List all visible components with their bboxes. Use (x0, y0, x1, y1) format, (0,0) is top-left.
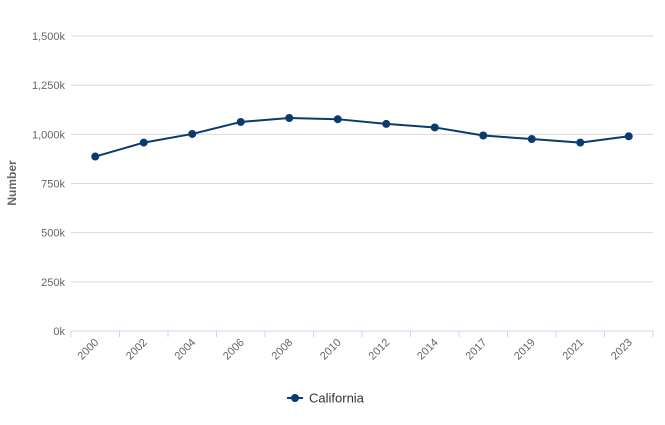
x-tick-label: 2019 (512, 337, 538, 363)
y-axis-label: Number (5, 160, 19, 206)
y-tick-label: 1,000k (32, 129, 66, 141)
data-point[interactable] (382, 119, 391, 128)
y-tick-label: 500k (41, 228, 65, 240)
x-tick-label: 2021 (561, 337, 587, 363)
x-axis (70, 330, 654, 337)
y-tick-label: 250k (41, 277, 65, 289)
gridlines (71, 35, 653, 283)
x-tick-label: 2014 (415, 337, 441, 363)
series-layer (91, 114, 633, 161)
x-tick-label: 2023 (609, 337, 635, 363)
legend[interactable]: California (287, 391, 365, 406)
x-tick-label: 2002 (124, 337, 150, 363)
x-tick-label: 2017 (464, 337, 490, 363)
data-point[interactable] (91, 152, 100, 161)
x-tick-label: 2008 (270, 337, 296, 363)
x-tick-label: 2004 (173, 337, 199, 363)
data-point[interactable] (624, 132, 633, 141)
x-tick-label: 2010 (318, 337, 344, 363)
data-point[interactable] (139, 138, 148, 147)
x-axis-ticks: 2000 2002 2004 2006 2008 2010 2012 2014 2017 2019… (76, 337, 635, 363)
y-axis-ticks: 0k 250k 500k 750k 1,000k 1,250k 1,500k (32, 31, 66, 338)
x-tick-label: 2000 (76, 337, 102, 363)
series-line (94, 117, 629, 158)
legend-label-california: California (309, 391, 365, 406)
data-point[interactable] (527, 135, 536, 144)
data-point[interactable] (188, 129, 197, 138)
x-tick-label: 2006 (221, 337, 247, 363)
y-tick-label: 750k (41, 179, 65, 191)
y-tick-label: 1,250k (32, 80, 66, 92)
data-point[interactable] (333, 115, 342, 124)
x-tick-label: 2012 (367, 337, 393, 363)
legend-marker (291, 394, 299, 402)
data-point[interactable] (479, 131, 488, 140)
data-point[interactable] (285, 114, 294, 123)
data-point[interactable] (236, 117, 245, 126)
y-tick-label: 1,500k (32, 31, 66, 43)
data-point[interactable] (576, 138, 585, 147)
y-tick-label: 0k (53, 326, 65, 338)
data-point[interactable] (430, 123, 439, 132)
